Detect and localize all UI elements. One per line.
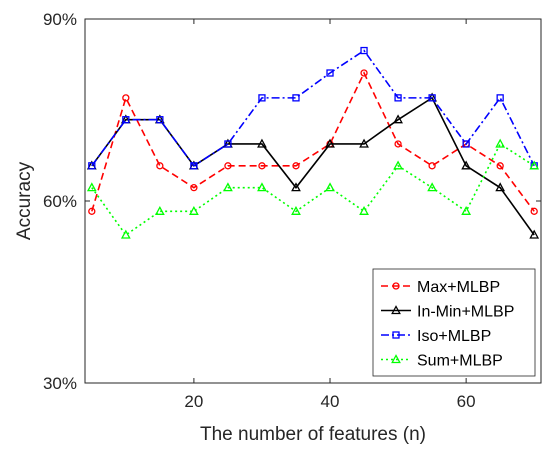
x-tick-label: 20 — [184, 392, 203, 411]
data-point-iso-mlbp — [360, 46, 368, 55]
legend-marker — [392, 282, 400, 290]
data-point-max-mlbp — [292, 162, 300, 170]
legend-item-in-min-mlbp: In-Min+MLBP — [381, 304, 514, 321]
data-point-sum-mlbp — [257, 182, 267, 192]
data-point-iso-mlbp — [326, 69, 334, 77]
data-point-sum-mlbp — [189, 205, 199, 215]
data-point-in-min-mlbp — [257, 138, 267, 148]
y-tick-label: 60% — [43, 192, 77, 211]
legend-marker — [392, 331, 400, 339]
data-point-sum-mlbp — [86, 182, 97, 192]
series-line-iso-mlbp — [91, 49, 535, 167]
legend-marker — [391, 354, 401, 364]
data-point-sum-mlbp — [223, 182, 233, 192]
legend: Max+MLBP In-Min+MLBP Iso+MLBP Sum+MLBP — [372, 268, 536, 377]
data-point-sum-mlbp — [325, 182, 335, 192]
data-point-iso-mlbp — [496, 94, 504, 102]
data-point-sum-mlbp — [529, 160, 540, 170]
data-point-iso-mlbp — [88, 162, 96, 170]
data-point-sum-mlbp — [359, 205, 369, 215]
data-point-in-min-mlbp — [291, 182, 301, 192]
legend-label: Max+MLBP — [417, 279, 500, 296]
y-tick-label: 30% — [43, 374, 77, 393]
y-tick-label: 90% — [43, 10, 77, 29]
y-axis-label: Accuracy — [14, 161, 35, 240]
data-point-in-min-mlbp — [461, 160, 472, 170]
data-point-sum-mlbp — [495, 138, 506, 148]
data-point-max-mlbp — [224, 162, 232, 170]
data-point-iso-mlbp — [292, 94, 300, 102]
legend-item-max-mlbp: Max+MLBP — [381, 279, 500, 296]
x-tick-label: 60 — [457, 392, 476, 411]
data-point-sum-mlbp — [154, 205, 165, 215]
data-point-max-mlbp — [156, 162, 164, 170]
data-point-iso-mlbp — [190, 162, 198, 170]
data-point-sum-mlbp — [427, 182, 437, 192]
ticks-layer: 20 40 60 30% 60% 90% — [43, 10, 541, 411]
series-layer — [86, 46, 540, 239]
series-line-sum-mlbp — [91, 142, 535, 237]
legend-box — [372, 268, 536, 377]
legend-label: Sum+MLBP — [417, 353, 503, 370]
x-axis-label: The number of features (n) — [200, 424, 426, 445]
data-point-max-mlbp — [530, 207, 538, 215]
data-point-sum-mlbp — [120, 229, 131, 239]
data-point-max-mlbp — [88, 207, 96, 215]
data-point-max-mlbp — [496, 162, 504, 170]
legend-item-sum-mlbp: Sum+MLBP — [381, 353, 503, 370]
data-point-iso-mlbp — [428, 94, 436, 102]
data-point-iso-mlbp — [156, 116, 164, 124]
x-tick-label: 40 — [321, 392, 340, 411]
data-point-iso-mlbp — [122, 116, 130, 124]
data-point-in-min-mlbp — [529, 229, 540, 239]
data-point-in-min-mlbp — [495, 182, 506, 192]
data-point-max-mlbp — [190, 184, 198, 192]
data-point-iso-mlbp — [462, 140, 470, 148]
data-point-in-min-mlbp — [393, 114, 403, 124]
data-point-iso-mlbp — [394, 94, 402, 102]
data-point-sum-mlbp — [393, 160, 403, 170]
data-point-max-mlbp — [360, 69, 368, 77]
data-point-max-mlbp — [394, 140, 402, 148]
legend-label: Iso+MLBP — [417, 328, 491, 345]
data-point-iso-mlbp — [224, 140, 232, 148]
data-point-iso-mlbp — [258, 94, 266, 102]
data-point-in-min-mlbp — [359, 138, 369, 148]
legend-marker — [391, 305, 401, 315]
data-point-sum-mlbp — [291, 205, 301, 215]
data-point-max-mlbp — [122, 94, 130, 102]
data-point-max-mlbp — [258, 162, 266, 170]
data-point-max-mlbp — [428, 162, 436, 170]
legend-label: In-Min+MLBP — [417, 304, 514, 321]
data-point-sum-mlbp — [461, 205, 472, 215]
series-line-max-mlbp — [91, 71, 535, 212]
legend-item-iso-mlbp: Iso+MLBP — [381, 328, 491, 345]
data-point-in-min-mlbp — [325, 138, 335, 148]
series-sum-mlbp — [86, 138, 540, 239]
